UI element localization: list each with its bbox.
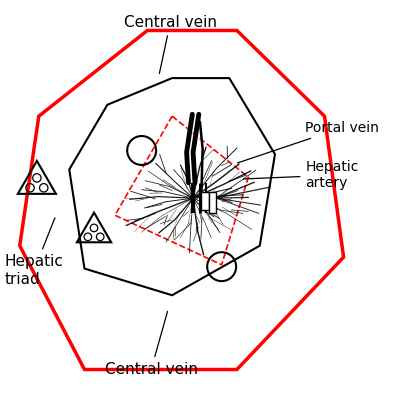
Text: Central vein: Central vein bbox=[124, 15, 217, 74]
Text: Central vein: Central vein bbox=[105, 311, 198, 377]
FancyBboxPatch shape bbox=[201, 192, 209, 210]
FancyBboxPatch shape bbox=[209, 192, 216, 213]
Text: Portal vein: Portal vein bbox=[238, 121, 379, 163]
Text: Hepatic
triad: Hepatic triad bbox=[4, 218, 63, 287]
Text: Hepatic
artery: Hepatic artery bbox=[243, 160, 359, 190]
